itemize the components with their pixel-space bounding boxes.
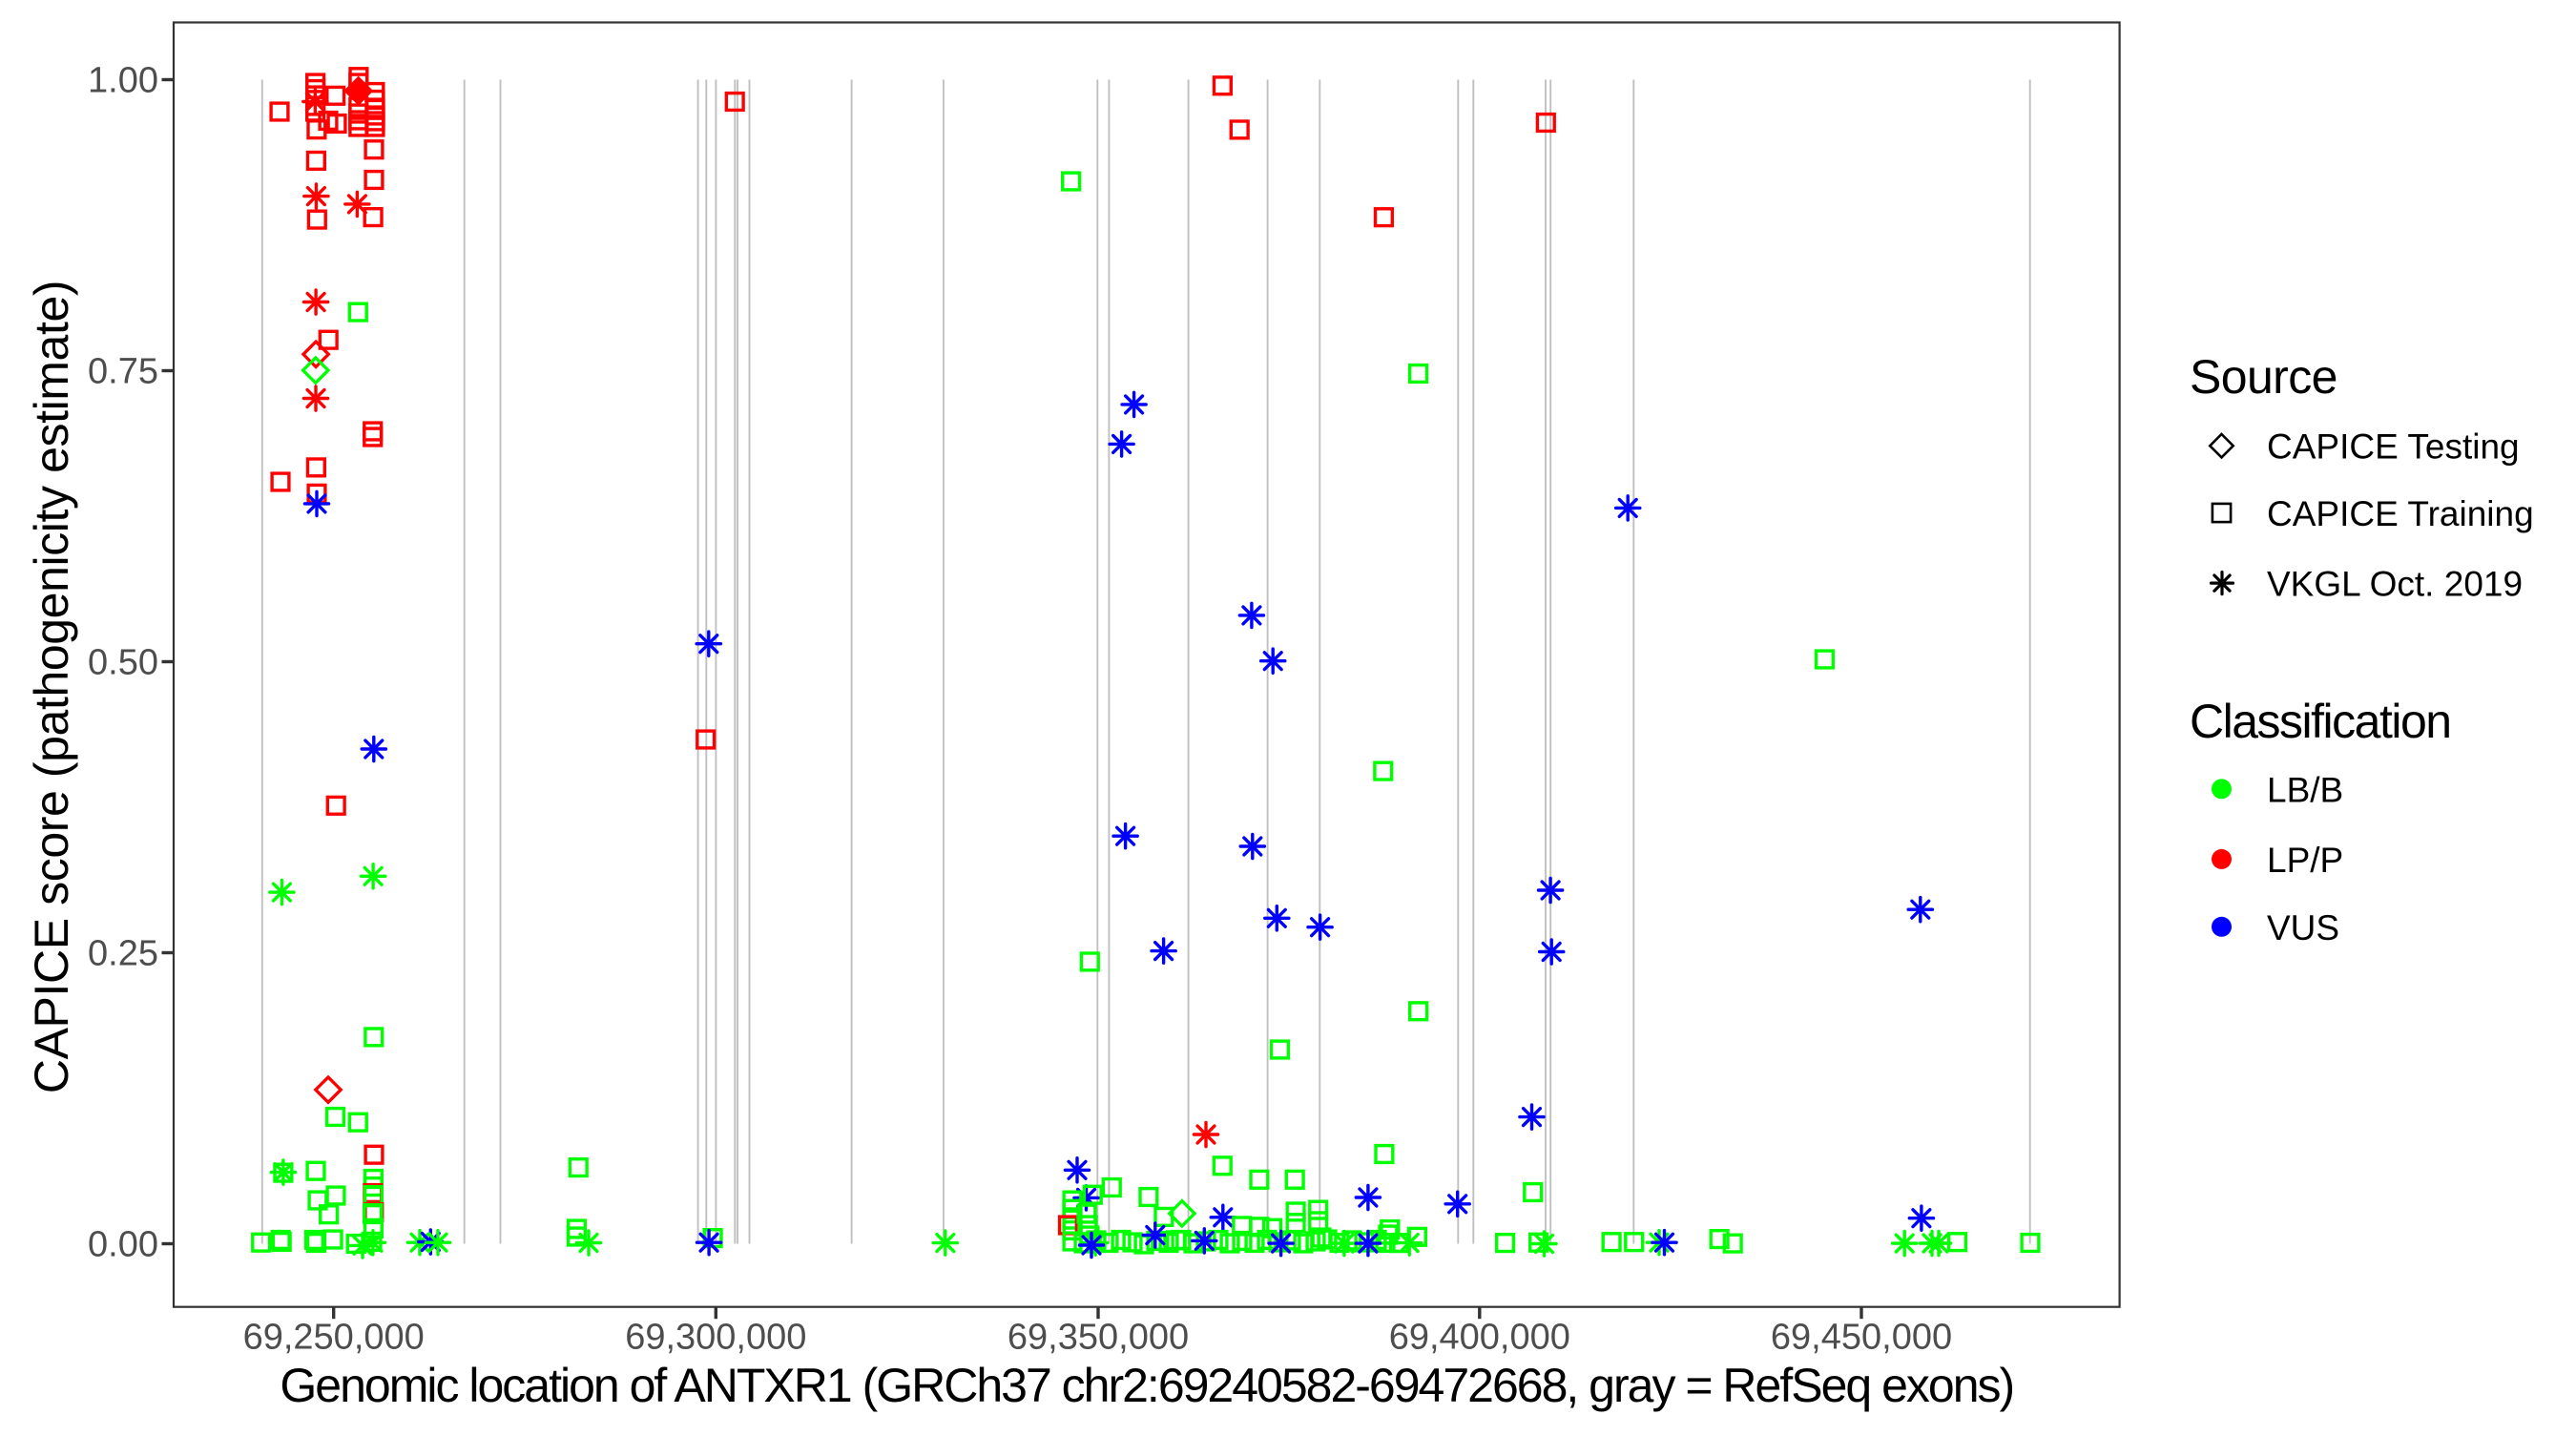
- svg-text:69,300,000: 69,300,000: [625, 1318, 806, 1358]
- svg-text:0.50: 0.50: [88, 643, 158, 683]
- svg-text:LB/B: LB/B: [2267, 770, 2343, 809]
- svg-text:CAPICE Training: CAPICE Training: [2267, 494, 2534, 533]
- svg-text:0.75: 0.75: [88, 352, 158, 392]
- svg-text:0.25: 0.25: [88, 934, 158, 974]
- svg-text:Genomic location of ANTXR1 (GR: Genomic location of ANTXR1 (GRCh37 chr2:…: [280, 1359, 2013, 1412]
- svg-text:1.00: 1.00: [88, 61, 158, 101]
- svg-text:VUS: VUS: [2267, 908, 2339, 947]
- svg-text:0.00: 0.00: [88, 1225, 158, 1265]
- svg-text:69,350,000: 69,350,000: [1008, 1318, 1189, 1358]
- svg-text:69,250,000: 69,250,000: [243, 1318, 425, 1358]
- svg-text:LP/P: LP/P: [2267, 841, 2343, 880]
- svg-text:CAPICE score (pathogenicity es: CAPICE score (pathogenicity estimate): [25, 281, 78, 1093]
- svg-text:Classification: Classification: [2190, 695, 2451, 748]
- svg-text:69,400,000: 69,400,000: [1389, 1318, 1570, 1358]
- svg-text:69,450,000: 69,450,000: [1771, 1318, 1952, 1358]
- svg-text:VKGL Oct. 2019: VKGL Oct. 2019: [2267, 565, 2523, 604]
- svg-text:CAPICE Testing: CAPICE Testing: [2267, 427, 2520, 467]
- svg-text:Source: Source: [2190, 350, 2337, 404]
